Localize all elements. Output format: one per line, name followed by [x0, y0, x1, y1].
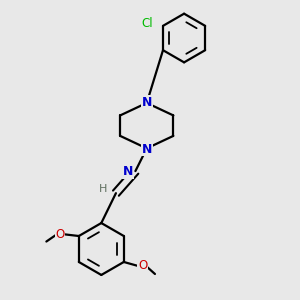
Text: N: N: [122, 165, 133, 178]
Text: N: N: [142, 142, 152, 155]
Text: N: N: [142, 96, 152, 109]
Text: O: O: [56, 228, 64, 241]
Text: Cl: Cl: [142, 17, 153, 30]
Text: H: H: [98, 184, 107, 194]
Text: O: O: [138, 260, 147, 272]
